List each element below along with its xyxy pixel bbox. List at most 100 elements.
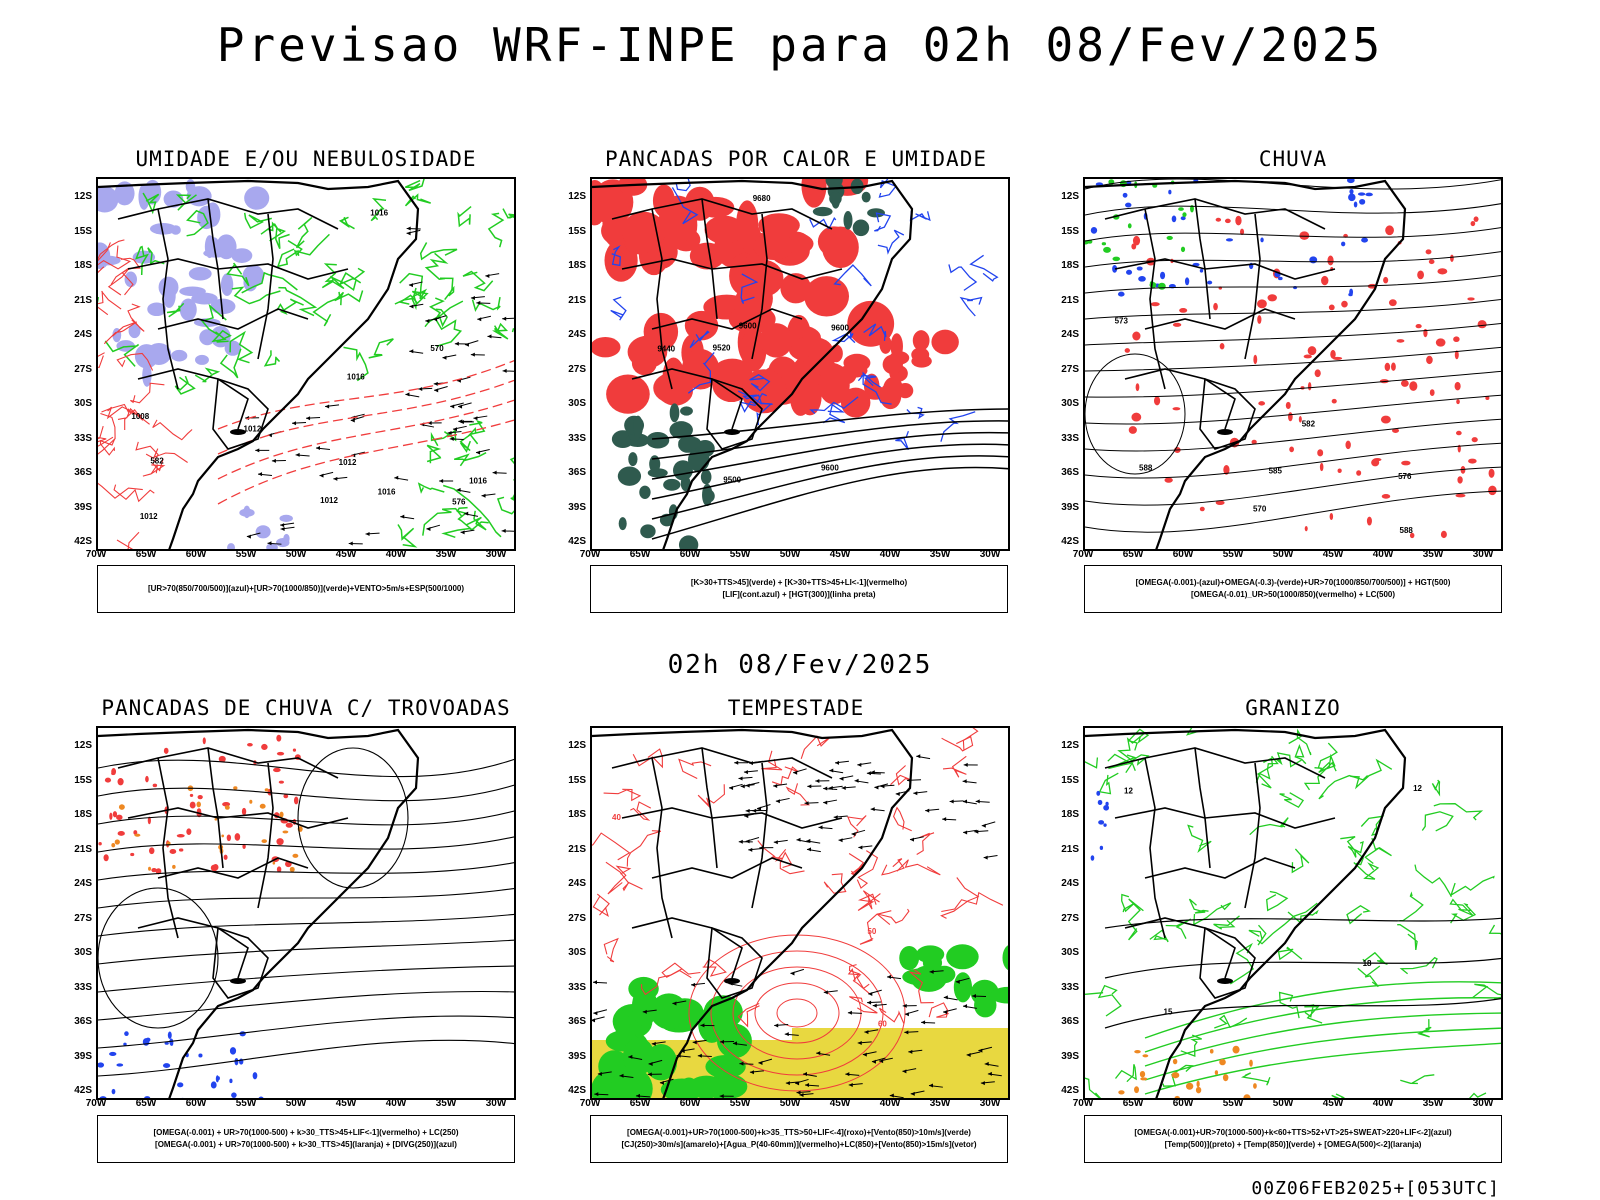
hail-area — [1105, 801, 1109, 807]
lon-tick-label: 65W — [1122, 549, 1144, 560]
storm-area-orange — [111, 842, 116, 848]
rain-area — [1251, 439, 1257, 445]
state-border — [127, 258, 349, 280]
hgt500-streamline — [1085, 418, 1501, 452]
thunderstorm-area — [879, 335, 892, 354]
rain-area-blue — [1138, 276, 1146, 282]
map-canvas-trovoadas — [98, 728, 514, 1098]
storm-area — [212, 864, 219, 871]
lat-tick-label: 21S — [568, 843, 586, 855]
rain-area — [1471, 437, 1478, 443]
lat-tick-label: 12S — [568, 740, 586, 751]
omega-area — [1185, 1082, 1194, 1090]
rain-area — [1425, 249, 1432, 255]
rain-area — [1401, 460, 1411, 466]
wind-vector-head — [487, 334, 492, 339]
humidity-contour — [471, 296, 501, 313]
thickness-contour — [98, 239, 125, 274]
wind-vector-head — [258, 472, 263, 477]
lat-tick-label: 15S — [1061, 225, 1079, 237]
temp850-contour — [1277, 946, 1303, 961]
rain-area — [1428, 259, 1435, 265]
rain-area — [1477, 320, 1487, 329]
contour-label: 576 — [452, 497, 466, 506]
wind-vector-head — [980, 1081, 985, 1086]
state-border — [1114, 258, 1336, 280]
wind-vector-head — [784, 1032, 789, 1037]
temp850-contour — [1185, 728, 1200, 736]
wind-vector-head — [697, 1053, 702, 1058]
wind-vector-head — [879, 1059, 884, 1064]
thickness-contour — [116, 352, 154, 371]
humidity-patch — [255, 525, 271, 539]
humidity-patch — [199, 329, 216, 346]
temp850-contour — [1165, 918, 1192, 939]
rain-area-blue — [1349, 288, 1354, 296]
lat-tick-label: 30S — [1061, 398, 1079, 409]
state-border — [651, 208, 673, 390]
wind850-area — [953, 972, 973, 1003]
wind-vector-head — [902, 1069, 907, 1074]
contour-label: 1012 — [140, 512, 158, 521]
lif-contour — [863, 323, 887, 341]
divergence-area — [198, 1053, 203, 1058]
humidity-contour — [404, 179, 425, 192]
lif-contour — [959, 296, 983, 317]
state-border — [1199, 926, 1256, 999]
storm-area — [189, 801, 196, 809]
wind-vector-head — [910, 1091, 915, 1096]
lif-contour — [742, 394, 773, 406]
rain-area-blue — [1180, 216, 1186, 221]
state-border — [706, 926, 763, 999]
rain-area — [1450, 254, 1454, 262]
omega-area — [1243, 1094, 1251, 1098]
rain-area — [1391, 362, 1396, 371]
lif-contour — [969, 254, 999, 282]
state-border — [1194, 198, 1211, 320]
temp850-contour — [1144, 981, 1501, 1039]
storm-area — [117, 778, 124, 786]
storm-area-orange — [279, 811, 284, 818]
lon-tick-label: 35W — [435, 1098, 457, 1109]
lif-contour — [890, 430, 910, 451]
humidity-patch — [224, 340, 242, 356]
humidity-contour — [511, 328, 514, 333]
humidity-contour — [462, 270, 494, 292]
wind-vector-head — [292, 421, 297, 426]
wind-vector-head — [481, 493, 486, 498]
omega-area — [1219, 1058, 1226, 1066]
precipitable-water-contour — [626, 830, 662, 867]
state-border — [1244, 762, 1261, 909]
lif-contour — [909, 210, 931, 222]
storm-area — [148, 847, 155, 855]
state-border — [651, 757, 673, 939]
divergence-area — [124, 1031, 129, 1037]
lon-tick-label: 30W — [979, 549, 1001, 560]
state-border — [1144, 208, 1166, 390]
rain-area-blue — [1184, 277, 1190, 286]
rain-area — [1314, 369, 1321, 378]
lon-tick-label: 70W — [85, 1098, 107, 1109]
humidity-contour — [457, 206, 472, 228]
storm-area — [130, 852, 135, 857]
wind-vector-head — [418, 387, 423, 392]
lon-tick-label: 60W — [679, 549, 701, 560]
instability-area — [628, 452, 638, 467]
low-pressure-center — [1085, 353, 1186, 475]
rain-area — [1488, 485, 1497, 496]
wind-vector-head — [862, 1052, 867, 1057]
humidity-contour — [467, 419, 486, 436]
rain-area-green — [1103, 246, 1111, 253]
rain-area — [1473, 216, 1479, 222]
rain-area — [1384, 362, 1391, 372]
wind-vector-head — [815, 778, 820, 783]
lc250-streamline — [98, 965, 514, 993]
wind-vector-head — [823, 800, 828, 805]
storm-area — [261, 743, 268, 751]
lon-tick-label: 30W — [1472, 549, 1494, 560]
temp850-contour — [1127, 728, 1150, 751]
wind-vector-head — [739, 1061, 744, 1066]
lc250-streamline — [98, 1015, 514, 1049]
wind-vector-head — [406, 226, 411, 231]
wind-vector-head — [803, 1072, 808, 1077]
